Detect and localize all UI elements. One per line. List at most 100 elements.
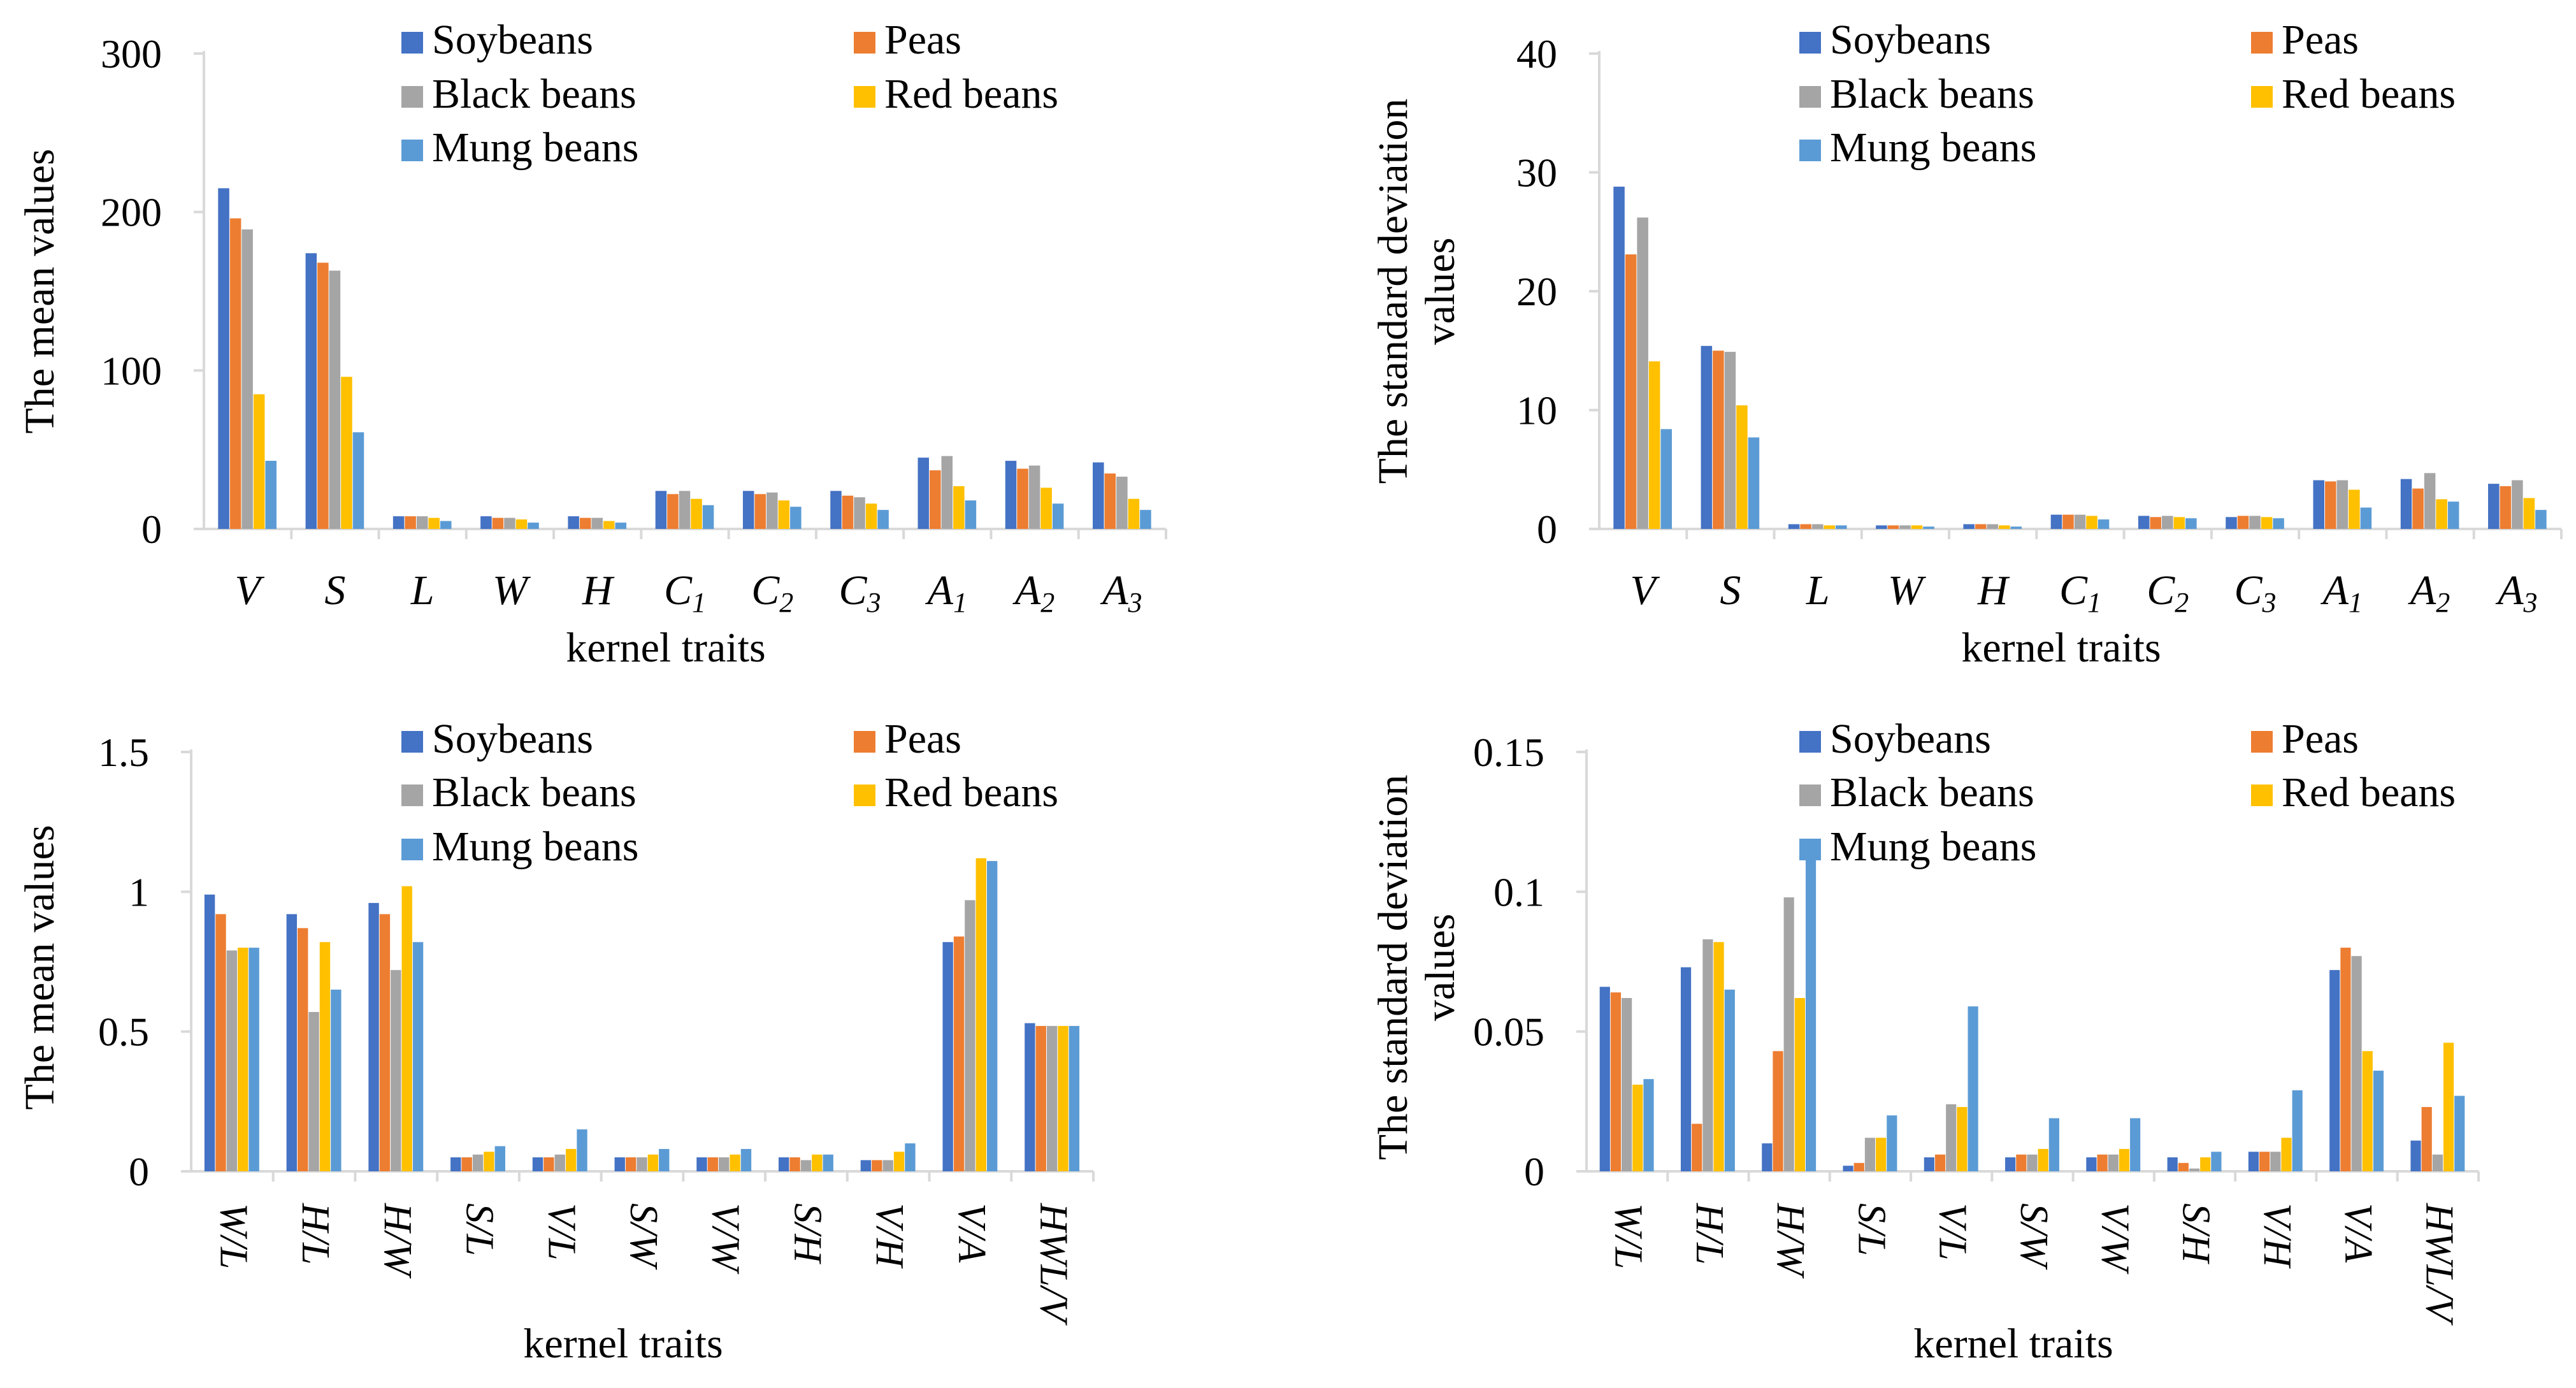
mean-ratio-traits-chart: 0 0.5 1 1.5 W/L H/L H/W S/L V/L S/W V/W S/H V/H V/A HW…	[0, 694, 1288, 1388]
bar-peas	[2062, 514, 2074, 529]
bar-black-beans	[554, 1154, 565, 1171]
bar-peas	[1692, 1124, 1702, 1171]
bar-mung-beans	[1140, 510, 1151, 529]
bar-peas	[2097, 1154, 2108, 1171]
bar-red-beans	[2436, 499, 2447, 529]
bar-black-beans	[329, 270, 341, 529]
legend-label-red-beans: Red beans	[884, 71, 1058, 117]
bar-peas	[317, 263, 329, 529]
bar-soybeans	[1025, 1023, 1035, 1171]
legend-label-black-beans: Black beans	[432, 71, 637, 117]
bar-peas	[2412, 488, 2424, 529]
bar-soybeans	[392, 516, 405, 529]
x-category-label: H/W	[376, 1203, 419, 1279]
bar-red-beans	[2349, 489, 2360, 529]
bar-soybeans	[1963, 524, 1975, 529]
x-category-label: HWL/V	[1032, 1203, 1076, 1326]
legend-label-red-beans: Red beans	[2282, 71, 2456, 117]
bar-mung-beans	[1643, 1079, 1654, 1171]
bar-soybeans	[860, 1160, 872, 1171]
bar-mung-beans	[2048, 1118, 2059, 1171]
bar-red-beans	[1736, 405, 1748, 529]
bar-peas	[2340, 948, 2351, 1171]
bar-peas	[1625, 254, 1637, 529]
legend-swatch-soybeans	[401, 731, 423, 753]
legend-swatch-soybeans	[1799, 32, 1821, 54]
bar-black-beans	[1702, 939, 1713, 1171]
bar-soybeans	[1093, 462, 1104, 529]
x-category-label: A2	[1012, 567, 1054, 618]
bar-mung-beans	[1805, 855, 1817, 1171]
bar-soybeans	[2329, 970, 2340, 1171]
bar-mung-beans	[615, 523, 627, 529]
bar-peas	[379, 914, 391, 1171]
y-tick-label: 20	[1516, 269, 1557, 314]
legend-swatch-red-beans	[854, 784, 875, 806]
bar-red-beans	[2523, 498, 2535, 529]
bar-black-beans	[679, 491, 691, 529]
legend-swatch-peas	[854, 731, 875, 753]
bar-red-beans	[1824, 525, 1835, 529]
bar-red-beans	[2086, 516, 2097, 529]
bar-black-beans	[1811, 524, 1824, 529]
x-category-label: V/H	[868, 1203, 911, 1269]
bar-peas	[1887, 525, 1899, 529]
bar-red-beans	[428, 517, 440, 529]
bar-red-beans	[484, 1152, 494, 1171]
bar-mung-beans	[2130, 1118, 2141, 1171]
y-tick-label: 0.05	[1473, 1009, 1544, 1055]
bar-red-beans	[1713, 942, 1724, 1171]
bar-soybeans	[2226, 517, 2237, 529]
bar-soybeans	[1788, 524, 1800, 529]
bar-black-beans	[637, 1157, 647, 1171]
bar-black-beans	[472, 1154, 484, 1171]
bar-soybeans	[480, 516, 492, 529]
bar-soybeans	[2167, 1157, 2178, 1171]
x-category-label: V/H	[2256, 1203, 2299, 1269]
bar-soybeans	[614, 1157, 625, 1171]
bar-mung-beans	[1724, 989, 1735, 1171]
x-category-label: V/W	[2093, 1203, 2136, 1275]
x-category-label: W/L	[1607, 1203, 1650, 1269]
x-category-label: H/L	[1688, 1203, 1731, 1264]
legend-swatch-black-beans	[1799, 86, 1821, 108]
bar-black-beans	[1046, 1025, 1058, 1171]
bar-black-beans	[2108, 1154, 2119, 1171]
bar-mung-beans	[1069, 1025, 1080, 1171]
legend-swatch-peas	[2251, 32, 2273, 54]
bar-soybeans	[917, 458, 930, 529]
x-category-label: S/H	[786, 1203, 829, 1264]
bar-peas	[1610, 992, 1622, 1171]
legend-label-peas: Peas	[884, 716, 961, 762]
bar-red-beans	[975, 858, 986, 1171]
bar-red-beans	[238, 948, 248, 1171]
legend-swatch-mung-beans	[401, 839, 423, 860]
bar-soybeans	[1701, 345, 1713, 529]
bar-red-beans	[603, 521, 615, 529]
bar-soybeans	[942, 942, 953, 1171]
bar-black-beans	[308, 1011, 319, 1171]
legend-label-black-beans: Black beans	[1830, 71, 2034, 117]
bar-soybeans	[2050, 514, 2062, 529]
x-category-label: A1	[925, 567, 967, 618]
y-tick-label: 0	[1524, 1149, 1544, 1194]
x-axis-title: kernel traits	[566, 625, 765, 671]
legend-label-peas: Peas	[2282, 716, 2359, 762]
bar-red-beans	[1128, 498, 1140, 529]
bar-peas	[543, 1157, 554, 1171]
bar-red-beans	[647, 1154, 659, 1171]
bar-mung-beans	[740, 1148, 752, 1171]
x-category-label: V/L	[1931, 1203, 1975, 1261]
legend-label-red-beans: Red beans	[884, 769, 1058, 816]
bar-peas	[707, 1157, 719, 1171]
bar-mung-beans	[440, 521, 452, 529]
y-tick-label: 10	[1516, 388, 1557, 433]
bar-soybeans	[305, 253, 317, 529]
bar-black-beans	[391, 970, 401, 1171]
bar-red-beans	[1957, 1107, 1968, 1171]
bar-mung-beans	[2211, 1152, 2222, 1171]
bar-soybeans	[218, 188, 229, 529]
bar-soybeans	[2248, 1152, 2259, 1171]
legend-label-peas: Peas	[884, 17, 961, 63]
bar-mung-beans	[1968, 1006, 1978, 1171]
